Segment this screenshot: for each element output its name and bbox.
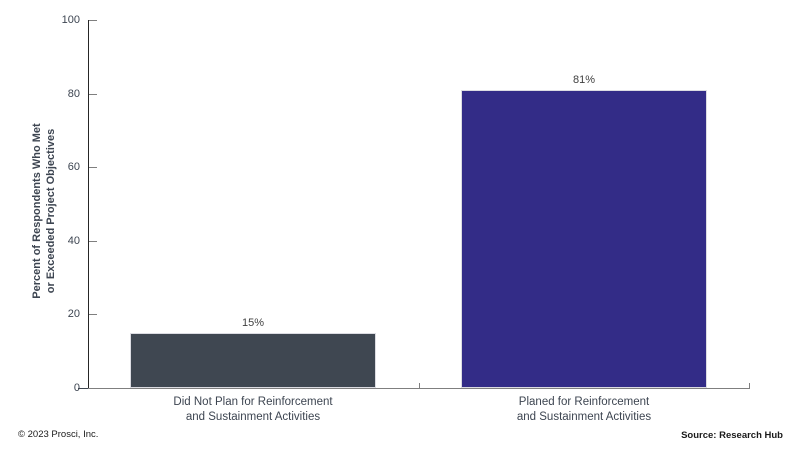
y-tick-label: 100 bbox=[61, 14, 80, 26]
bar-planned bbox=[461, 90, 707, 388]
y-axis-zero-tick bbox=[78, 388, 88, 389]
y-tick-mark bbox=[89, 94, 97, 95]
bar-did-not-plan bbox=[130, 333, 376, 388]
category-label: Did Not Plan for Reinforcement and Susta… bbox=[173, 396, 333, 423]
y-tick-mark bbox=[89, 314, 97, 315]
category-label: Planed for Reinforcement and Sustainment… bbox=[516, 396, 652, 423]
source-text: Source: Research Hub bbox=[681, 430, 783, 441]
copyright-text: © 2023 Prosci, Inc. bbox=[18, 429, 99, 440]
y-tick-label: 60 bbox=[67, 161, 80, 173]
x-tick-mark bbox=[749, 383, 750, 389]
bar-value-label: 81% bbox=[572, 74, 596, 86]
y-tick-label: 0 bbox=[73, 382, 80, 394]
y-tick-mark bbox=[89, 167, 97, 168]
y-tick-mark bbox=[89, 20, 97, 21]
y-tick-label: 20 bbox=[67, 308, 80, 320]
y-tick-label: 40 bbox=[67, 235, 80, 247]
y-axis-line bbox=[88, 20, 89, 389]
x-tick-mark bbox=[419, 383, 420, 389]
y-tick-mark bbox=[89, 241, 97, 242]
bar-value-label: 15% bbox=[241, 317, 265, 329]
y-tick-label: 80 bbox=[67, 88, 80, 100]
x-axis-line bbox=[88, 388, 749, 389]
